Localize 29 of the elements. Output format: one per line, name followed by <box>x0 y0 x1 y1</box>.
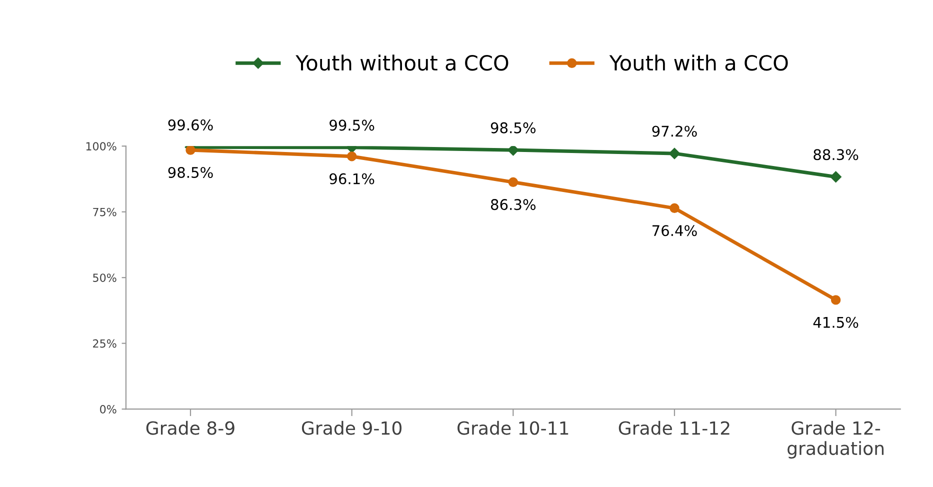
point <box>830 295 841 305</box>
y-tick-label: 75% <box>93 208 116 216</box>
y-tick-label: 25% <box>93 339 116 348</box>
data-label: 96.1% <box>330 173 374 184</box>
y-tick-label: 50% <box>93 274 116 282</box>
point <box>346 151 357 162</box>
data-label: 99.5% <box>330 120 374 131</box>
data-label: 41.5% <box>813 316 858 328</box>
data-label: 98.5% <box>168 166 213 178</box>
data-label: 99.6% <box>168 119 213 130</box>
legend-label: Youth with a CCO <box>609 54 788 71</box>
data-label: 76.4% <box>652 225 697 236</box>
data-label: 97.2% <box>652 126 697 137</box>
data-label: 98.5% <box>490 122 536 134</box>
data-label: 88.3% <box>814 149 858 160</box>
y-tick-label: 0% <box>100 405 116 414</box>
y-tick-label: 100% <box>86 142 116 150</box>
x-tick-label: Grade 12- graduation <box>788 420 884 459</box>
point <box>668 148 680 160</box>
point <box>508 177 518 187</box>
point <box>670 203 680 214</box>
point <box>830 171 842 182</box>
x-tick-label: Grade 11-12 <box>618 420 730 435</box>
x-tick-label: Grade 8-9 <box>146 420 234 435</box>
x-tick-label: Grade 10-11 <box>458 420 568 435</box>
x-tick-label: Grade 9-10 <box>302 420 402 435</box>
point <box>508 146 519 156</box>
data-label: 86.3% <box>490 199 536 210</box>
legend-label: Youth without a CCO <box>296 54 508 71</box>
